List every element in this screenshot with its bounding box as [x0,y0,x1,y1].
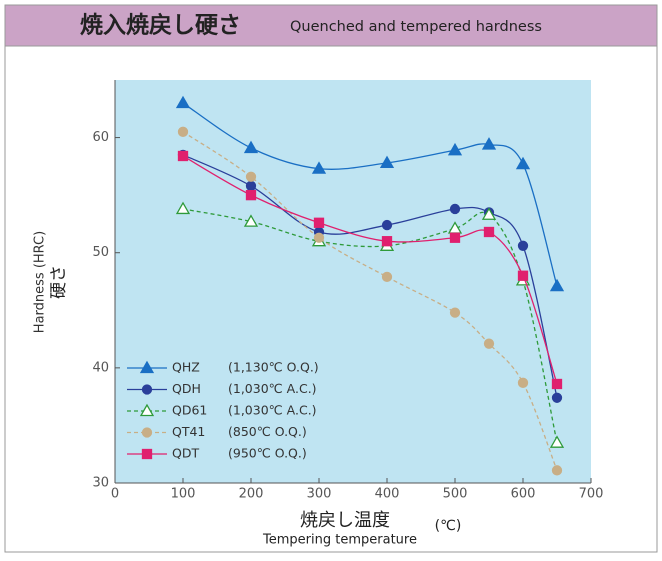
legend-label: QT41 [172,424,205,439]
x-tick-label: 700 [579,487,604,502]
legend-condition: (1,130℃ O.Q.) [228,360,319,375]
marker [551,378,563,390]
marker [177,150,189,162]
legend-label: QHZ [172,360,200,375]
marker [483,338,495,349]
x-tick-label: 500 [443,487,468,502]
marker [449,307,461,318]
marker [449,232,461,243]
legend-marker [139,360,155,374]
marker [481,207,497,220]
chart-title: 焼入焼戻し硬さ [80,12,241,39]
marker [447,142,463,156]
marker [551,465,563,476]
marker [549,278,565,292]
legend-marker [141,448,153,460]
x-tick-label: 400 [375,487,400,502]
marker [177,126,189,137]
y-tick-label: 30 [92,476,109,491]
marker [245,171,257,182]
legend-label: QDT [172,446,199,461]
marker [175,201,191,215]
marker [449,203,461,215]
x-tick-label: 200 [239,487,264,502]
x-tick-label: 600 [511,487,536,502]
legend-condition: (850℃ O.Q.) [228,424,307,439]
legend-marker [139,403,155,417]
legend-label: QDH [172,381,201,396]
x-axis-label-ja: 焼戻し温度 [300,510,390,531]
legend-marker [141,384,153,395]
marker [481,137,497,150]
header-band [4,4,658,47]
marker [517,270,529,281]
chart-subtitle: Quenched and tempered hardness [290,19,542,35]
x-tick-label: 0 [111,487,119,502]
marker [245,180,257,192]
y-tick-label: 60 [92,130,109,145]
x-axis-label: Tempering temperature [262,533,417,548]
marker [517,240,529,251]
marker [313,232,325,243]
marker [551,392,563,403]
marker [175,95,191,109]
plot-area [115,80,591,483]
marker [311,161,327,174]
legend-label: QD61 [172,403,207,418]
series-line [182,154,558,398]
marker [515,156,531,170]
x-tick-label: 100 [171,487,196,502]
x-axis-unit: (℃) [435,518,462,534]
marker [549,435,565,448]
x-tick-label: 300 [307,487,332,502]
marker [243,214,259,227]
marker [381,271,393,283]
y-axis-label-ja: 硬さ [49,265,69,299]
legend-condition: (1,030℃ A.C.) [228,403,317,418]
y-tick-label: 40 [92,360,109,375]
marker [483,226,495,238]
marker [381,236,393,247]
y-axis-label: Hardness (HRC) [33,231,48,333]
marker [517,377,529,388]
legend-marker [141,427,153,438]
marker [379,155,395,169]
legend-condition: (950℃ O.Q.) [228,446,307,461]
marker [245,189,257,201]
marker [381,219,393,231]
marker [313,217,325,228]
marker [243,140,259,154]
legend-condition: (1,030℃ A.C.) [228,381,317,396]
y-tick-label: 50 [92,245,109,260]
series-line [182,208,558,443]
